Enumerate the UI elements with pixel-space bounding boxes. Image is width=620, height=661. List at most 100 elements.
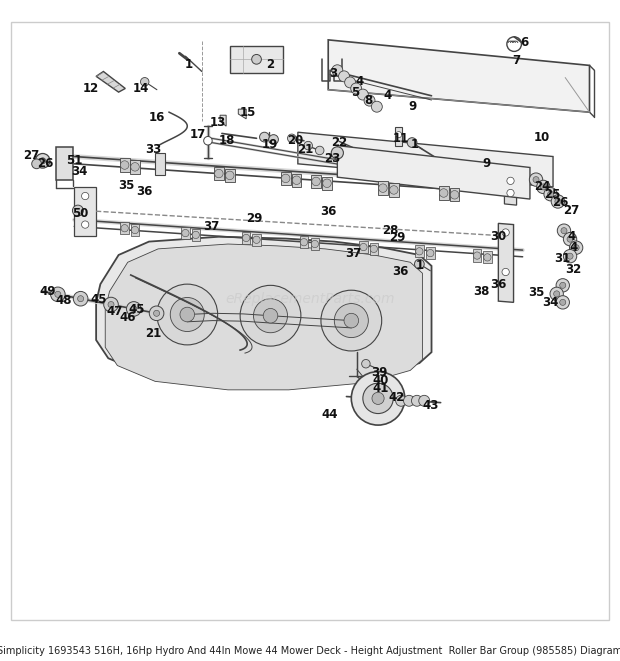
Circle shape (339, 71, 350, 82)
Circle shape (321, 290, 382, 351)
Circle shape (372, 392, 384, 405)
Circle shape (550, 287, 564, 301)
Text: 39: 39 (371, 366, 388, 379)
Circle shape (551, 195, 565, 208)
Polygon shape (378, 182, 388, 195)
Text: 36: 36 (320, 205, 337, 217)
Text: 43: 43 (422, 399, 438, 412)
Polygon shape (230, 46, 283, 73)
Polygon shape (56, 147, 73, 180)
Text: 10: 10 (534, 131, 550, 143)
Polygon shape (498, 223, 513, 302)
Circle shape (304, 141, 312, 150)
Text: 11: 11 (393, 132, 409, 145)
Text: 29: 29 (246, 212, 262, 225)
Circle shape (121, 225, 128, 232)
Circle shape (226, 171, 234, 180)
Text: 40: 40 (373, 374, 389, 387)
Circle shape (108, 301, 114, 307)
Polygon shape (281, 172, 291, 185)
Circle shape (141, 77, 149, 86)
Polygon shape (483, 251, 492, 264)
Circle shape (344, 313, 358, 328)
Text: 26: 26 (37, 157, 53, 171)
Text: 15: 15 (240, 106, 256, 119)
Text: 46: 46 (120, 311, 136, 324)
Polygon shape (311, 238, 319, 250)
Text: 17: 17 (190, 128, 206, 141)
Text: 31: 31 (555, 252, 571, 265)
Text: 50: 50 (72, 207, 89, 220)
Circle shape (379, 184, 387, 192)
Circle shape (427, 249, 434, 256)
Text: 18: 18 (219, 134, 236, 147)
Text: 41: 41 (373, 382, 389, 395)
Circle shape (450, 190, 459, 199)
Polygon shape (96, 71, 125, 92)
Text: 45: 45 (128, 303, 145, 316)
Circle shape (474, 252, 480, 259)
Polygon shape (120, 159, 130, 172)
Text: 9: 9 (408, 100, 416, 112)
Text: eReplacementParts.com: eReplacementParts.com (225, 292, 395, 306)
Text: 38: 38 (473, 285, 490, 298)
Polygon shape (105, 244, 422, 390)
Text: 26: 26 (552, 196, 569, 209)
Circle shape (55, 292, 61, 297)
Circle shape (182, 229, 189, 237)
Circle shape (73, 292, 88, 306)
Polygon shape (130, 160, 140, 174)
Circle shape (170, 297, 204, 332)
Text: 36: 36 (136, 185, 153, 198)
Circle shape (131, 306, 137, 312)
Polygon shape (426, 247, 435, 259)
Circle shape (215, 169, 223, 178)
Text: 27: 27 (24, 149, 40, 162)
Circle shape (35, 153, 50, 168)
Circle shape (564, 233, 577, 246)
Text: 2: 2 (267, 58, 275, 71)
Polygon shape (450, 188, 459, 202)
Polygon shape (155, 153, 166, 175)
Text: 49: 49 (39, 285, 56, 298)
Polygon shape (225, 169, 234, 182)
Text: 14: 14 (133, 82, 149, 95)
Circle shape (484, 254, 491, 261)
Circle shape (254, 299, 288, 332)
Circle shape (554, 291, 560, 297)
Circle shape (560, 282, 566, 288)
Circle shape (293, 176, 301, 184)
Text: 35: 35 (118, 179, 135, 192)
Circle shape (529, 173, 542, 186)
Circle shape (560, 299, 566, 305)
Circle shape (440, 189, 448, 197)
Text: 4: 4 (384, 89, 392, 102)
Circle shape (507, 177, 514, 184)
Circle shape (556, 295, 569, 309)
Circle shape (569, 241, 583, 254)
Circle shape (537, 180, 550, 194)
Circle shape (555, 198, 561, 204)
Text: 33: 33 (145, 143, 161, 156)
Circle shape (357, 89, 368, 100)
Polygon shape (473, 249, 481, 262)
Circle shape (78, 295, 84, 302)
Polygon shape (311, 175, 321, 188)
Polygon shape (120, 222, 129, 234)
Circle shape (51, 287, 65, 301)
Text: 4: 4 (569, 241, 577, 254)
Circle shape (180, 307, 195, 322)
Circle shape (312, 177, 321, 186)
Text: 47: 47 (106, 305, 123, 318)
Circle shape (61, 150, 68, 156)
Circle shape (240, 286, 301, 346)
Circle shape (361, 360, 370, 368)
Text: 4: 4 (567, 230, 575, 243)
Polygon shape (252, 234, 261, 246)
Text: 35: 35 (528, 286, 544, 299)
Circle shape (416, 248, 423, 255)
Circle shape (253, 236, 260, 243)
Circle shape (252, 54, 262, 64)
Circle shape (404, 395, 415, 407)
Polygon shape (328, 40, 590, 112)
